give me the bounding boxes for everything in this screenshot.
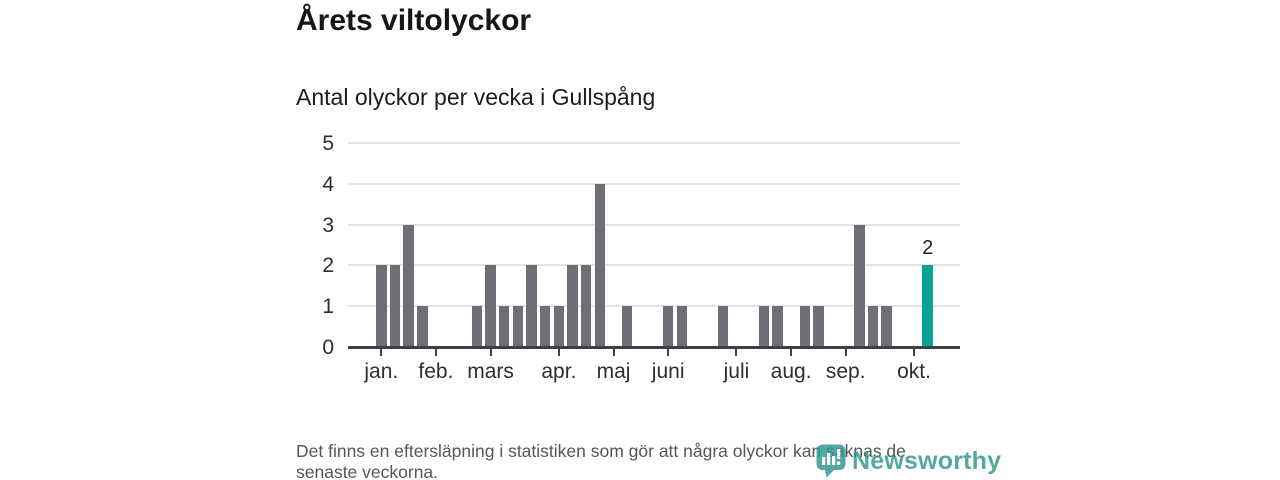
bar-week-37 [867, 306, 879, 347]
bar-week-38 [881, 306, 892, 347]
newsworthy-logo-text: Newsworthy [852, 446, 1002, 475]
bar-week-29 [758, 306, 770, 347]
x-tick-maj [612, 349, 615, 356]
x-axis-label-sep: sep. [825, 360, 866, 383]
highlight-value-label: 2 [922, 237, 934, 260]
x-axis-label-apr: apr. [541, 360, 577, 383]
bar-week-33 [813, 306, 824, 347]
bar-week-17 [594, 183, 606, 347]
bar-week-12 [526, 265, 537, 347]
bar-week-2 [389, 265, 401, 347]
x-axis-label-juni: juni [651, 360, 685, 383]
y-axis-label-4: 4 [322, 172, 334, 196]
bar-week-10 [498, 306, 510, 347]
y-axis-label-5: 5 [322, 132, 334, 155]
x-tick-juli [735, 349, 738, 356]
y-axis-label-2: 2 [322, 254, 334, 278]
bar-week-14 [553, 306, 565, 347]
x-tick-jan [380, 349, 383, 356]
bar-week-13 [539, 306, 551, 347]
newsworthy-pin-icon [816, 444, 846, 478]
footnote-line-2: senaste veckorna. [296, 461, 439, 480]
x-axis-label-aug: aug. [770, 360, 812, 383]
gridline-y-4 [348, 182, 960, 185]
x-axis-line [348, 346, 960, 349]
bar-week-36 [854, 224, 865, 347]
bar-week-30 [772, 306, 783, 347]
bar-week-19 [621, 306, 633, 347]
footnote: Det finns en eftersläpning i statistiken… [296, 441, 906, 480]
y-axis-label-3: 3 [322, 213, 334, 237]
bar-week-16 [580, 265, 592, 347]
footnote-line-1: Det finns en eftersläpning i statistiken… [296, 441, 906, 461]
bar-week-23 [676, 306, 688, 347]
bar-week-9 [485, 265, 496, 347]
chart-title: Årets viltolyckor [296, 4, 532, 37]
y-axis-label-1: 1 [322, 295, 334, 319]
bar-week-8 [471, 306, 483, 347]
x-tick-apr [557, 349, 560, 356]
bar-week-11 [512, 306, 524, 347]
x-axis-label-jan: jan. [364, 360, 399, 383]
bar-week-22 [662, 306, 674, 347]
x-axis-label-feb: feb. [418, 360, 454, 383]
x-tick-okt [913, 349, 916, 356]
x-axis-label-maj: maj [596, 360, 631, 383]
highlighted-bar-week-41 [922, 265, 933, 347]
gridline-y-1 [348, 305, 960, 308]
bar-week-15 [567, 265, 578, 347]
bar-week-4 [417, 306, 428, 347]
x-tick-aug [790, 349, 793, 356]
x-axis-label-mars: mars [467, 360, 514, 383]
newsworthy-logo: Newsworthy [816, 444, 1001, 478]
x-axis-label-okt: okt. [897, 360, 931, 383]
x-tick-mars [489, 349, 492, 356]
y-axis-label-0: 0 [322, 336, 334, 359]
x-tick-feb [434, 349, 437, 356]
x-tick-juni [667, 349, 670, 356]
bar-week-3 [403, 224, 414, 347]
bar-week-1 [376, 265, 387, 347]
gridline-y-3 [348, 223, 960, 226]
bar-week-26 [717, 306, 729, 347]
x-axis-label-juli: juli [723, 360, 750, 383]
x-tick-sep [844, 349, 847, 356]
bar-week-32 [799, 306, 810, 347]
chart-subtitle: Antal olyckor per vecka i Gullspång [296, 84, 656, 110]
gridline-y-5 [348, 142, 960, 144]
gridline-y-2 [348, 264, 960, 267]
